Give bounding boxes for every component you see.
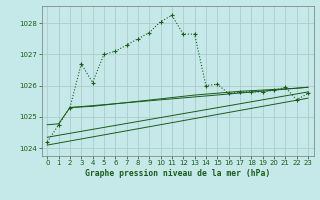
X-axis label: Graphe pression niveau de la mer (hPa): Graphe pression niveau de la mer (hPa) [85,169,270,178]
